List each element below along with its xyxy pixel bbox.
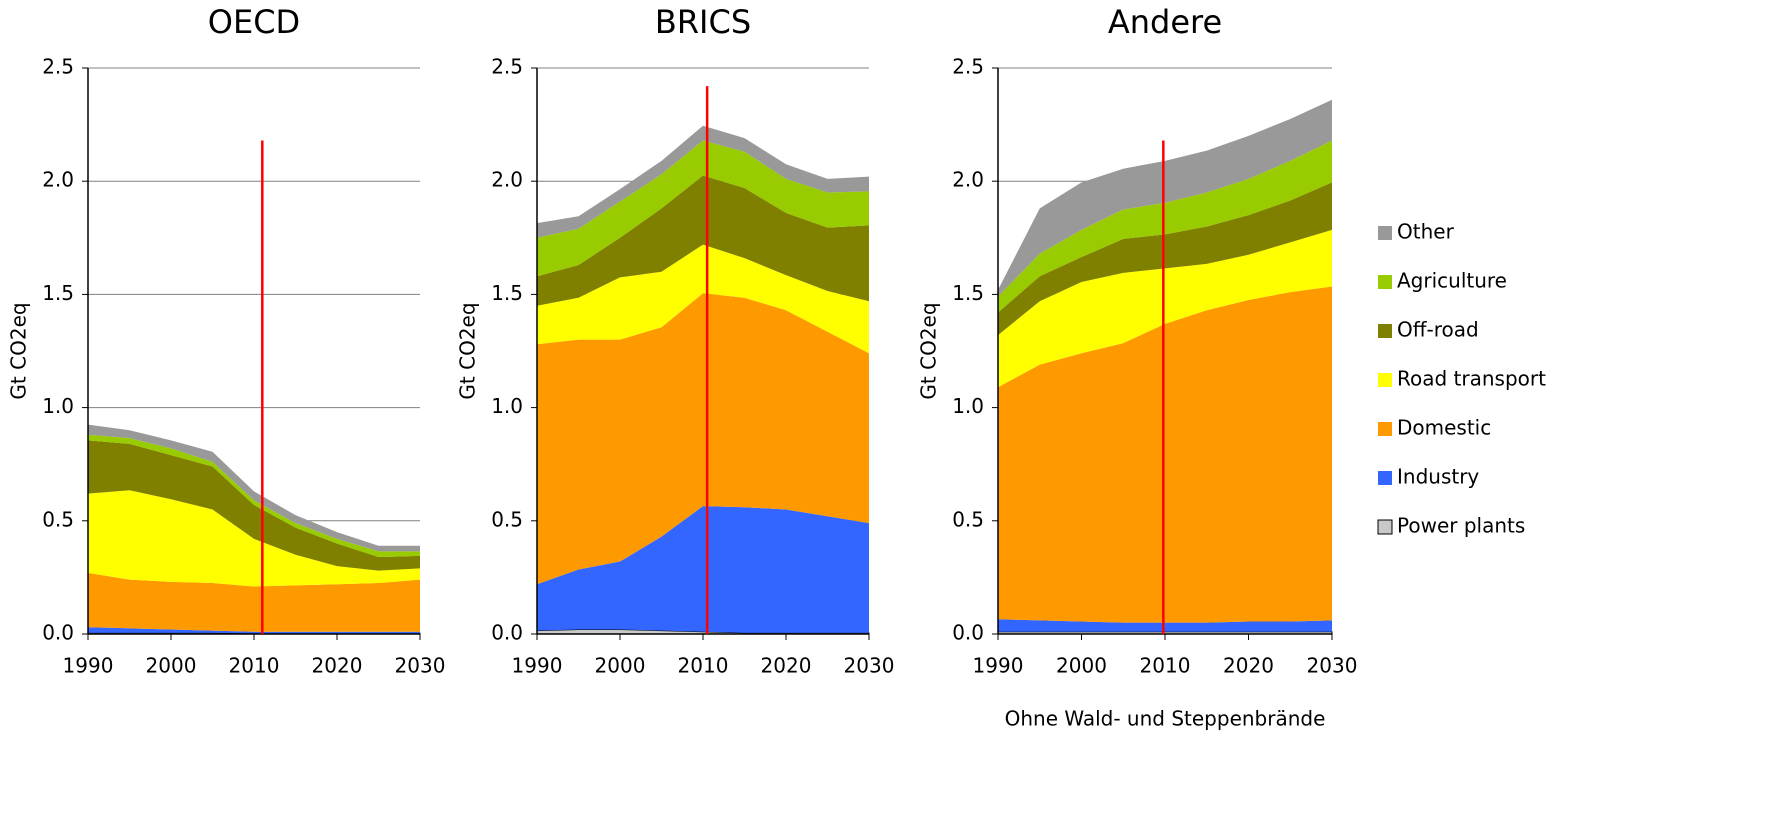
legend-label: Road transport — [1397, 367, 1546, 391]
y-tick-label: 0.5 — [42, 507, 74, 531]
area: Other — [998, 99, 1332, 297]
annotation: Ohne Wald- und Steppenbrände — [1005, 707, 1326, 731]
y-tick-label: 0.5 — [491, 507, 523, 531]
chart-title: Andere — [1108, 3, 1222, 41]
y-tick-label: 0.5 — [952, 507, 984, 531]
x-tick-label: 2020 — [761, 654, 812, 678]
y-tick-label: 0.0 — [42, 621, 74, 645]
y-tick-label: 2.0 — [491, 168, 523, 192]
x-tick-label: 1990 — [973, 654, 1024, 678]
x-tick-label: 2030 — [395, 654, 446, 678]
area: Industry — [998, 619, 1332, 632]
x-tick-label: 2030 — [1307, 654, 1358, 678]
area — [88, 572, 420, 632]
x-tick-label: 2030 — [844, 654, 895, 678]
y-tick-label: 1.0 — [42, 394, 74, 418]
area: Agriculture — [998, 140, 1332, 313]
x-tick-label: 2010 — [678, 654, 729, 678]
legend-label: Agriculture — [1397, 269, 1507, 293]
area: Other — [537, 125, 869, 238]
legend-swatch — [1378, 226, 1392, 240]
x-tick-label: 2000 — [146, 654, 197, 678]
x-tick-label: 2010 — [1140, 654, 1191, 678]
area: Industry — [537, 506, 869, 633]
y-axis-label: Gt CO2eq — [456, 302, 480, 399]
area: Road transport — [537, 244, 869, 354]
y-tick-label: 1.5 — [952, 281, 984, 305]
area: Off-road — [998, 182, 1332, 336]
x-tick-label: 2020 — [312, 654, 363, 678]
area: Off-road — [537, 175, 869, 306]
x-tick-label: 2000 — [595, 654, 646, 678]
y-tick-label: 1.0 — [491, 394, 523, 418]
area: Road transport — [998, 229, 1332, 388]
area — [88, 440, 420, 571]
area — [88, 424, 420, 552]
y-tick-label: 2.5 — [491, 55, 523, 79]
area — [88, 490, 420, 587]
legend-label: Off-road — [1397, 318, 1479, 342]
legend-label: Domestic — [1397, 416, 1491, 440]
chart-title: BRICS — [655, 3, 751, 41]
chart-title: OECD — [208, 3, 300, 41]
y-tick-label: 2.0 — [42, 168, 74, 192]
y-tick-label: 1.5 — [42, 281, 74, 305]
legend-label: Power plants — [1397, 514, 1525, 538]
y-tick-label: 1.5 — [491, 281, 523, 305]
y-tick-label: 2.5 — [952, 55, 984, 79]
legend-swatch — [1378, 422, 1392, 436]
area: Agriculture — [537, 140, 869, 277]
legend-swatch — [1377, 519, 1393, 535]
y-tick-label: 0.0 — [952, 621, 984, 645]
x-tick-label: 2020 — [1223, 654, 1274, 678]
x-tick-label: 2000 — [1056, 654, 1107, 678]
area: Domestic — [998, 286, 1332, 623]
y-tick-label: 0.0 — [491, 621, 523, 645]
legend-swatch — [1378, 324, 1392, 338]
y-tick-label: 1.0 — [952, 394, 984, 418]
area: Domestic — [537, 293, 869, 585]
x-tick-label: 1990 — [512, 654, 563, 678]
x-tick-label: 2010 — [229, 654, 280, 678]
legend-swatch — [1378, 373, 1392, 387]
x-tick-label: 1990 — [63, 654, 114, 678]
legend-label: Other — [1397, 220, 1455, 244]
legend-swatch — [1378, 275, 1392, 289]
y-tick-label: 2.0 — [952, 168, 984, 192]
legend-swatch — [1378, 471, 1392, 485]
y-axis-label: Gt CO2eq — [7, 302, 31, 399]
area — [88, 627, 420, 634]
legend-label: Industry — [1397, 465, 1479, 489]
y-tick-label: 2.5 — [42, 55, 74, 79]
y-axis-label: Gt CO2eq — [917, 302, 941, 399]
